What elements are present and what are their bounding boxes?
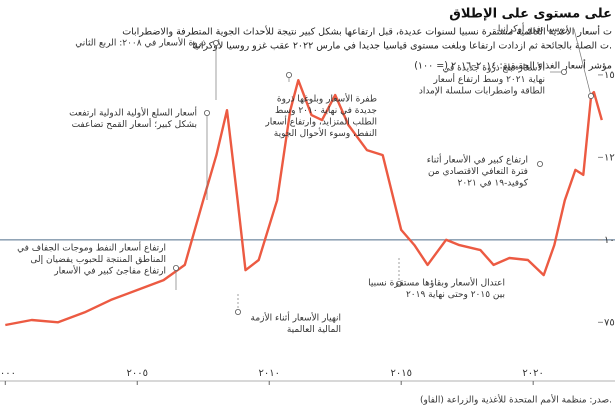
y-tick-label: ١٢٥ — [604, 152, 615, 163]
annotation-dot — [234, 308, 241, 315]
annotation-dot — [561, 69, 568, 76]
x-tick-label: ٢٠١٠ — [258, 368, 279, 379]
annotation-dot — [172, 264, 179, 271]
annotation-text: كوفيد-١٩ في ٢٠٢١ — [458, 179, 529, 189]
annotation-dot — [203, 110, 210, 117]
annotation-text: جديدة في نهاية ٢٠١٠ وسط — [275, 106, 377, 116]
annotation-dot — [537, 160, 544, 167]
price-line — [5, 79, 603, 327]
annotation-text: النفط، وسوء الأحوال الجوية — [274, 127, 377, 139]
leader-line — [573, 28, 592, 97]
annotation-text: اعتدال الأسعار وبقاؤها مستقرة نسبيا — [368, 277, 505, 289]
source: صدر: منظمة الأمم المتحدة للأغذية والزراع… — [420, 394, 612, 406]
annotation-text: ارتفاع أسعار النفط وموجات الجفاف في — [17, 242, 166, 254]
annotation-text: الطلب المتزايد، وارتفاع أسعار — [264, 116, 377, 128]
y-tick-label: ٧٥ — [604, 317, 615, 328]
annotation-text: المالية العالمية — [287, 325, 341, 335]
annotation-text: فترة التعافي الاقتصادي من — [428, 167, 528, 177]
chart-title: على مستوى على الإطلاق — [449, 7, 612, 22]
y-axis-title: مؤشر أسعار الغذاء الحقيقية: ٢٠١٤–٢٠١٦ (=… — [414, 59, 612, 72]
y-tick-label: ١٠٠ — [604, 235, 615, 246]
annotation-text: انهيار الأسعار أثناء الأزمة — [251, 312, 341, 324]
y-tick-label: ١٥٠ — [604, 70, 615, 81]
annotation-text: ارتفاع كبير في الأسعار أثناء — [427, 154, 528, 166]
annotation-text: الأسعار تبلغ ذروة جديدة في — [443, 62, 546, 74]
x-tick-label: ٢٠٢٠ — [522, 368, 543, 379]
annotation-text: طفرة الأسعار وبلوغها ذروة — [277, 93, 377, 105]
annotation-dot — [212, 40, 219, 47]
subtitle: ت أسعار الأغذية العالمية مستقرة نسبيا لس… — [122, 25, 612, 38]
annotation-dot — [285, 72, 292, 79]
annotation-text: روسيا تغزو أوكرانيا — [498, 23, 568, 35]
annotation-dot — [395, 280, 402, 287]
x-tick-label: ٢٠١٥ — [390, 368, 411, 379]
annotation-text: المناطق المنتجة للحبوب يفضيان إلى — [30, 255, 166, 265]
annotation-text: نهاية ٢٠٢١ وسط ارتفاع أسعار — [433, 73, 545, 85]
annotation-dot — [588, 93, 595, 100]
annotation-text: الطاقة واضطرابات سلسلة الإمداد — [419, 87, 545, 97]
annotation-text: بين ٢٠١٥ وحتى نهاية ٢٠١٩ — [406, 290, 505, 300]
subtitle: ت الصلة بالجائحة ثم ازدادت ارتفاعا وبلغت… — [192, 40, 612, 52]
annotation-text: ذروة الأسعار في ٢٠٠٨: الربع الثاني — [75, 37, 206, 49]
x-tick-label: ٢٠٠٠ — [0, 368, 16, 379]
annotation-text: بشكل كبير؛ أسعار القمح تضاعفت — [72, 118, 197, 130]
x-tick-label: ٢٠٠٥ — [127, 368, 148, 379]
annotation-text: ارتفاع مفاجئ كبير في الأسعار — [53, 265, 166, 277]
annotation-text: أسعار السلع الأولية الدولية ارتفعت — [69, 107, 197, 119]
